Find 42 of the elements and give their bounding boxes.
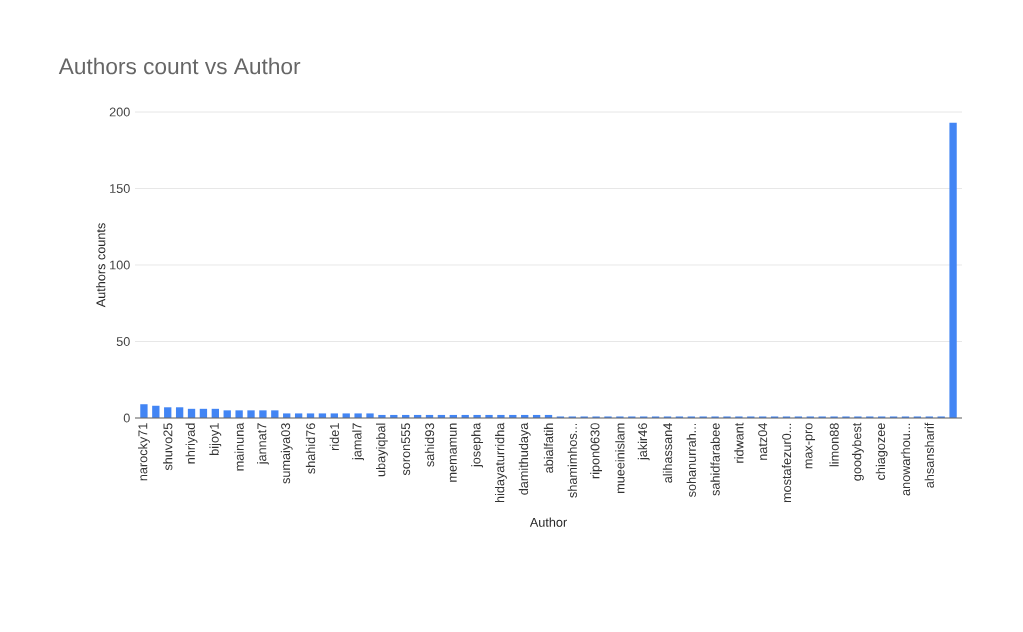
y-tick-label: 200 [109, 107, 130, 117]
x-tick-label: goodybest [851, 422, 864, 481]
chart-title: Authors count vs Author [58, 57, 301, 75]
x-tick-label: shahid76 [305, 423, 316, 474]
x-tick-label: abialfatih [543, 423, 554, 473]
x-axis-title: Author [529, 517, 567, 527]
x-tick-label: ride1 [329, 423, 339, 451]
x-tick-label: jakir46 [637, 423, 650, 461]
x-tick-label: memamun [449, 423, 457, 482]
x-tick-label: narocky71 [138, 423, 150, 481]
x-tick-label: shamimhos... [567, 423, 577, 498]
x-tick-label: natz04 [758, 423, 768, 460]
x-tick-label: jamal7 [352, 423, 365, 461]
x-tick-label: josepha [471, 422, 484, 468]
x-tick-label: mainuna [234, 422, 244, 471]
x-tick-label: alihassan4 [662, 423, 673, 483]
x-tick-label: soron555 [401, 423, 411, 476]
y-tick-label: 100 [110, 260, 130, 270]
x-tick-label: jannat7 [257, 423, 269, 465]
y-tick-label: 0 [123, 413, 130, 423]
x-tick-label: mueeinislam [615, 423, 625, 493]
y-axis-title: Authors counts [96, 223, 106, 308]
x-tick-label: shuvo25 [163, 423, 173, 471]
x-tick-label: hidayaturridha [495, 422, 507, 503]
x-tick-label: ahsansharif [924, 422, 934, 488]
x-tick-label: bijoy1 [209, 423, 222, 455]
y-tick-label: 50 [116, 337, 130, 346]
x-tick-label: sahidfarabee [710, 423, 720, 496]
x-tick-label: damithudaya [518, 422, 531, 495]
x-tick-label: chiagozee [875, 423, 888, 480]
x-tick-label: sahid93 [424, 423, 435, 467]
x-tick-label: mostafezur0... [781, 423, 792, 503]
x-tick-label: ripon0630 [590, 423, 603, 479]
x-tick-label: sohanurrah... [686, 423, 696, 497]
x-tick-label: max-pro [805, 423, 816, 469]
x-tick-label: nhriyad [185, 423, 198, 464]
x-tick-label: anowarhou... [900, 423, 911, 496]
x-tick-label: sumaiya03 [280, 423, 293, 484]
y-tick-label: 150 [110, 184, 130, 193]
x-tick-label: limon88 [829, 423, 839, 467]
x-tick-label: ridwant [734, 422, 744, 463]
x-tick-label: ubayiqbal [376, 423, 388, 477]
